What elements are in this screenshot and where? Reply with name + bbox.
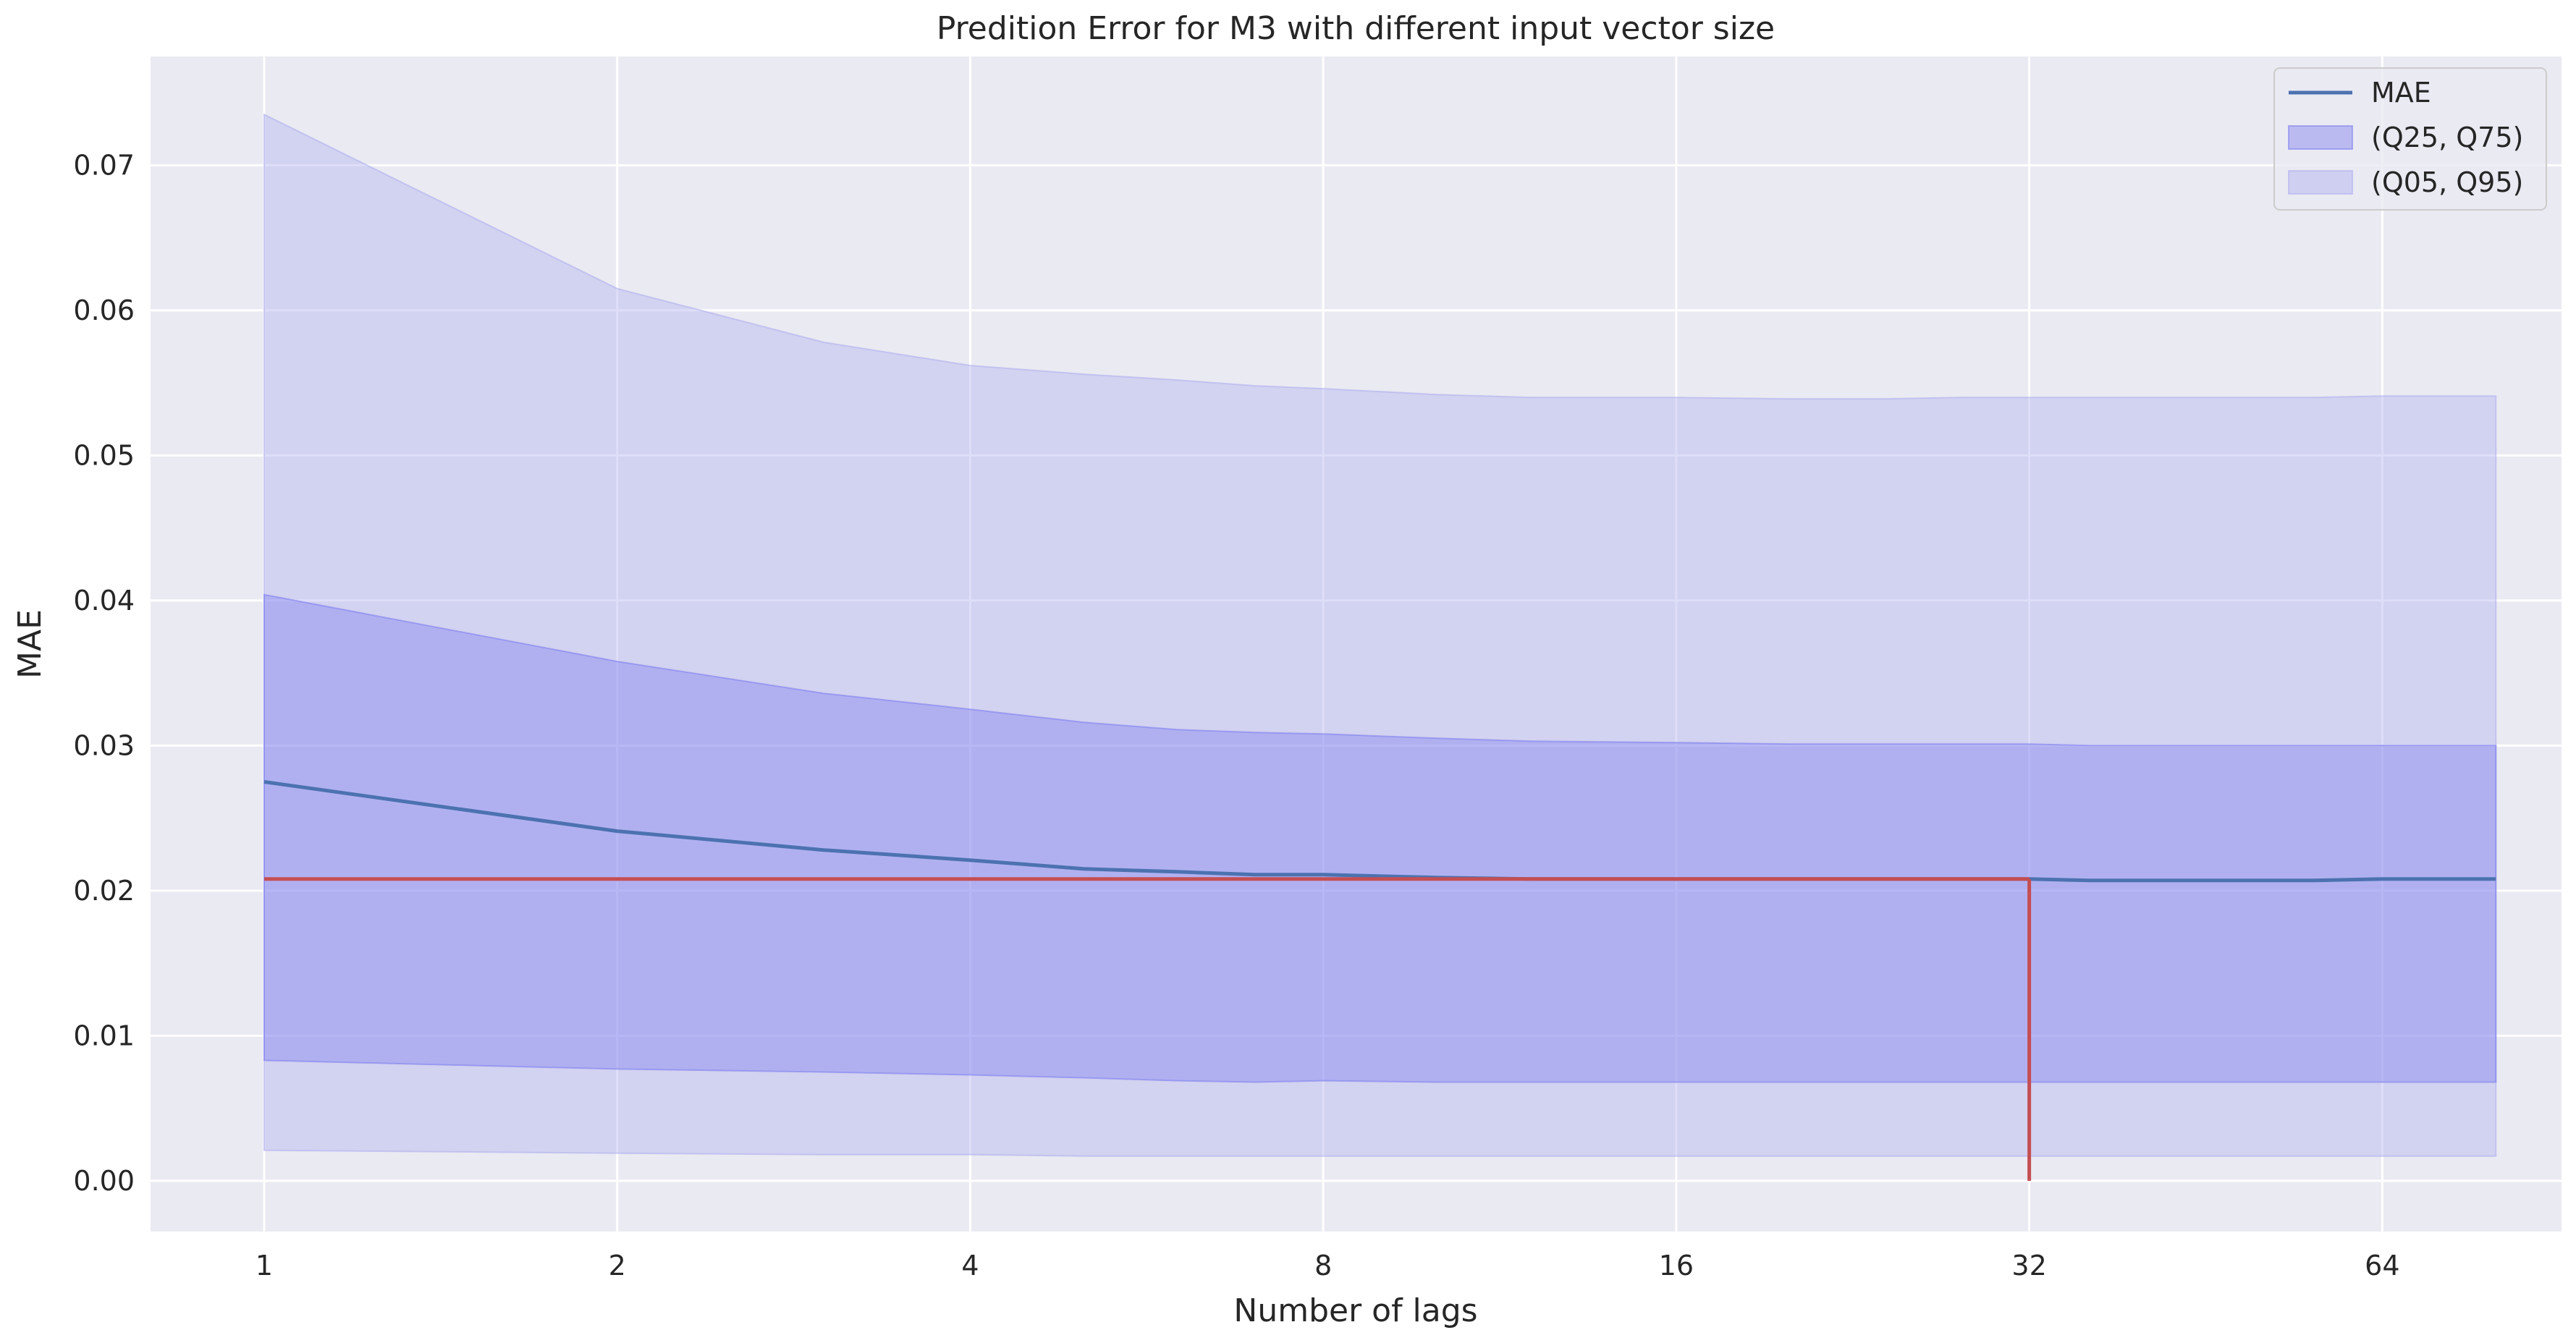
- legend-swatch-q05-q95: [2288, 170, 2353, 195]
- legend-label-mae: MAE: [2371, 77, 2431, 109]
- legend-box: [2273, 67, 2547, 211]
- bands: [263, 113, 2497, 1157]
- y-tick-label: 0.06: [73, 295, 135, 326]
- legend: MAE (Q25, Q75) (Q05, Q95): [2273, 67, 2547, 211]
- y-axis-label: MAE: [12, 609, 48, 679]
- x-tick-labels: 1 2 4 8 16 32 64: [256, 1250, 2400, 1281]
- legend-swatch-q25-q75: [2288, 125, 2353, 150]
- band-q25-q75: [263, 593, 2497, 1083]
- legend-label-q25-q75: (Q25, Q75): [2371, 122, 2523, 153]
- legend-label-q05-q95: (Q05, Q95): [2371, 166, 2523, 198]
- y-tick-label: 0.00: [73, 1165, 135, 1197]
- reference-lines: [264, 877, 2032, 1181]
- x-tick-label: 32: [2011, 1250, 2046, 1281]
- x-tick-label: 4: [961, 1250, 979, 1281]
- x-tick-label: 1: [256, 1250, 273, 1281]
- chart-title: Predition Error for M3 with different in…: [937, 10, 1775, 47]
- y-tick-label: 0.02: [73, 875, 135, 907]
- y-tick-label: 0.07: [73, 149, 135, 181]
- y-tick-label: 0.04: [73, 585, 135, 617]
- x-tick-label: 2: [609, 1250, 626, 1281]
- x-tick-label: 8: [1314, 1250, 1332, 1281]
- x-axis-label: Number of lags: [1233, 1292, 1477, 1329]
- x-tick-label: 64: [2365, 1250, 2399, 1281]
- band-q05-q95: [263, 113, 2497, 1157]
- y-tick-labels: 0.00 0.01 0.02 0.03 0.04 0.05 0.06 0.07: [73, 149, 135, 1196]
- y-tick-label: 0.03: [73, 729, 135, 761]
- x-tick-label: 16: [1659, 1250, 1694, 1281]
- y-tick-label: 0.01: [73, 1020, 135, 1051]
- y-tick-label: 0.05: [73, 439, 135, 471]
